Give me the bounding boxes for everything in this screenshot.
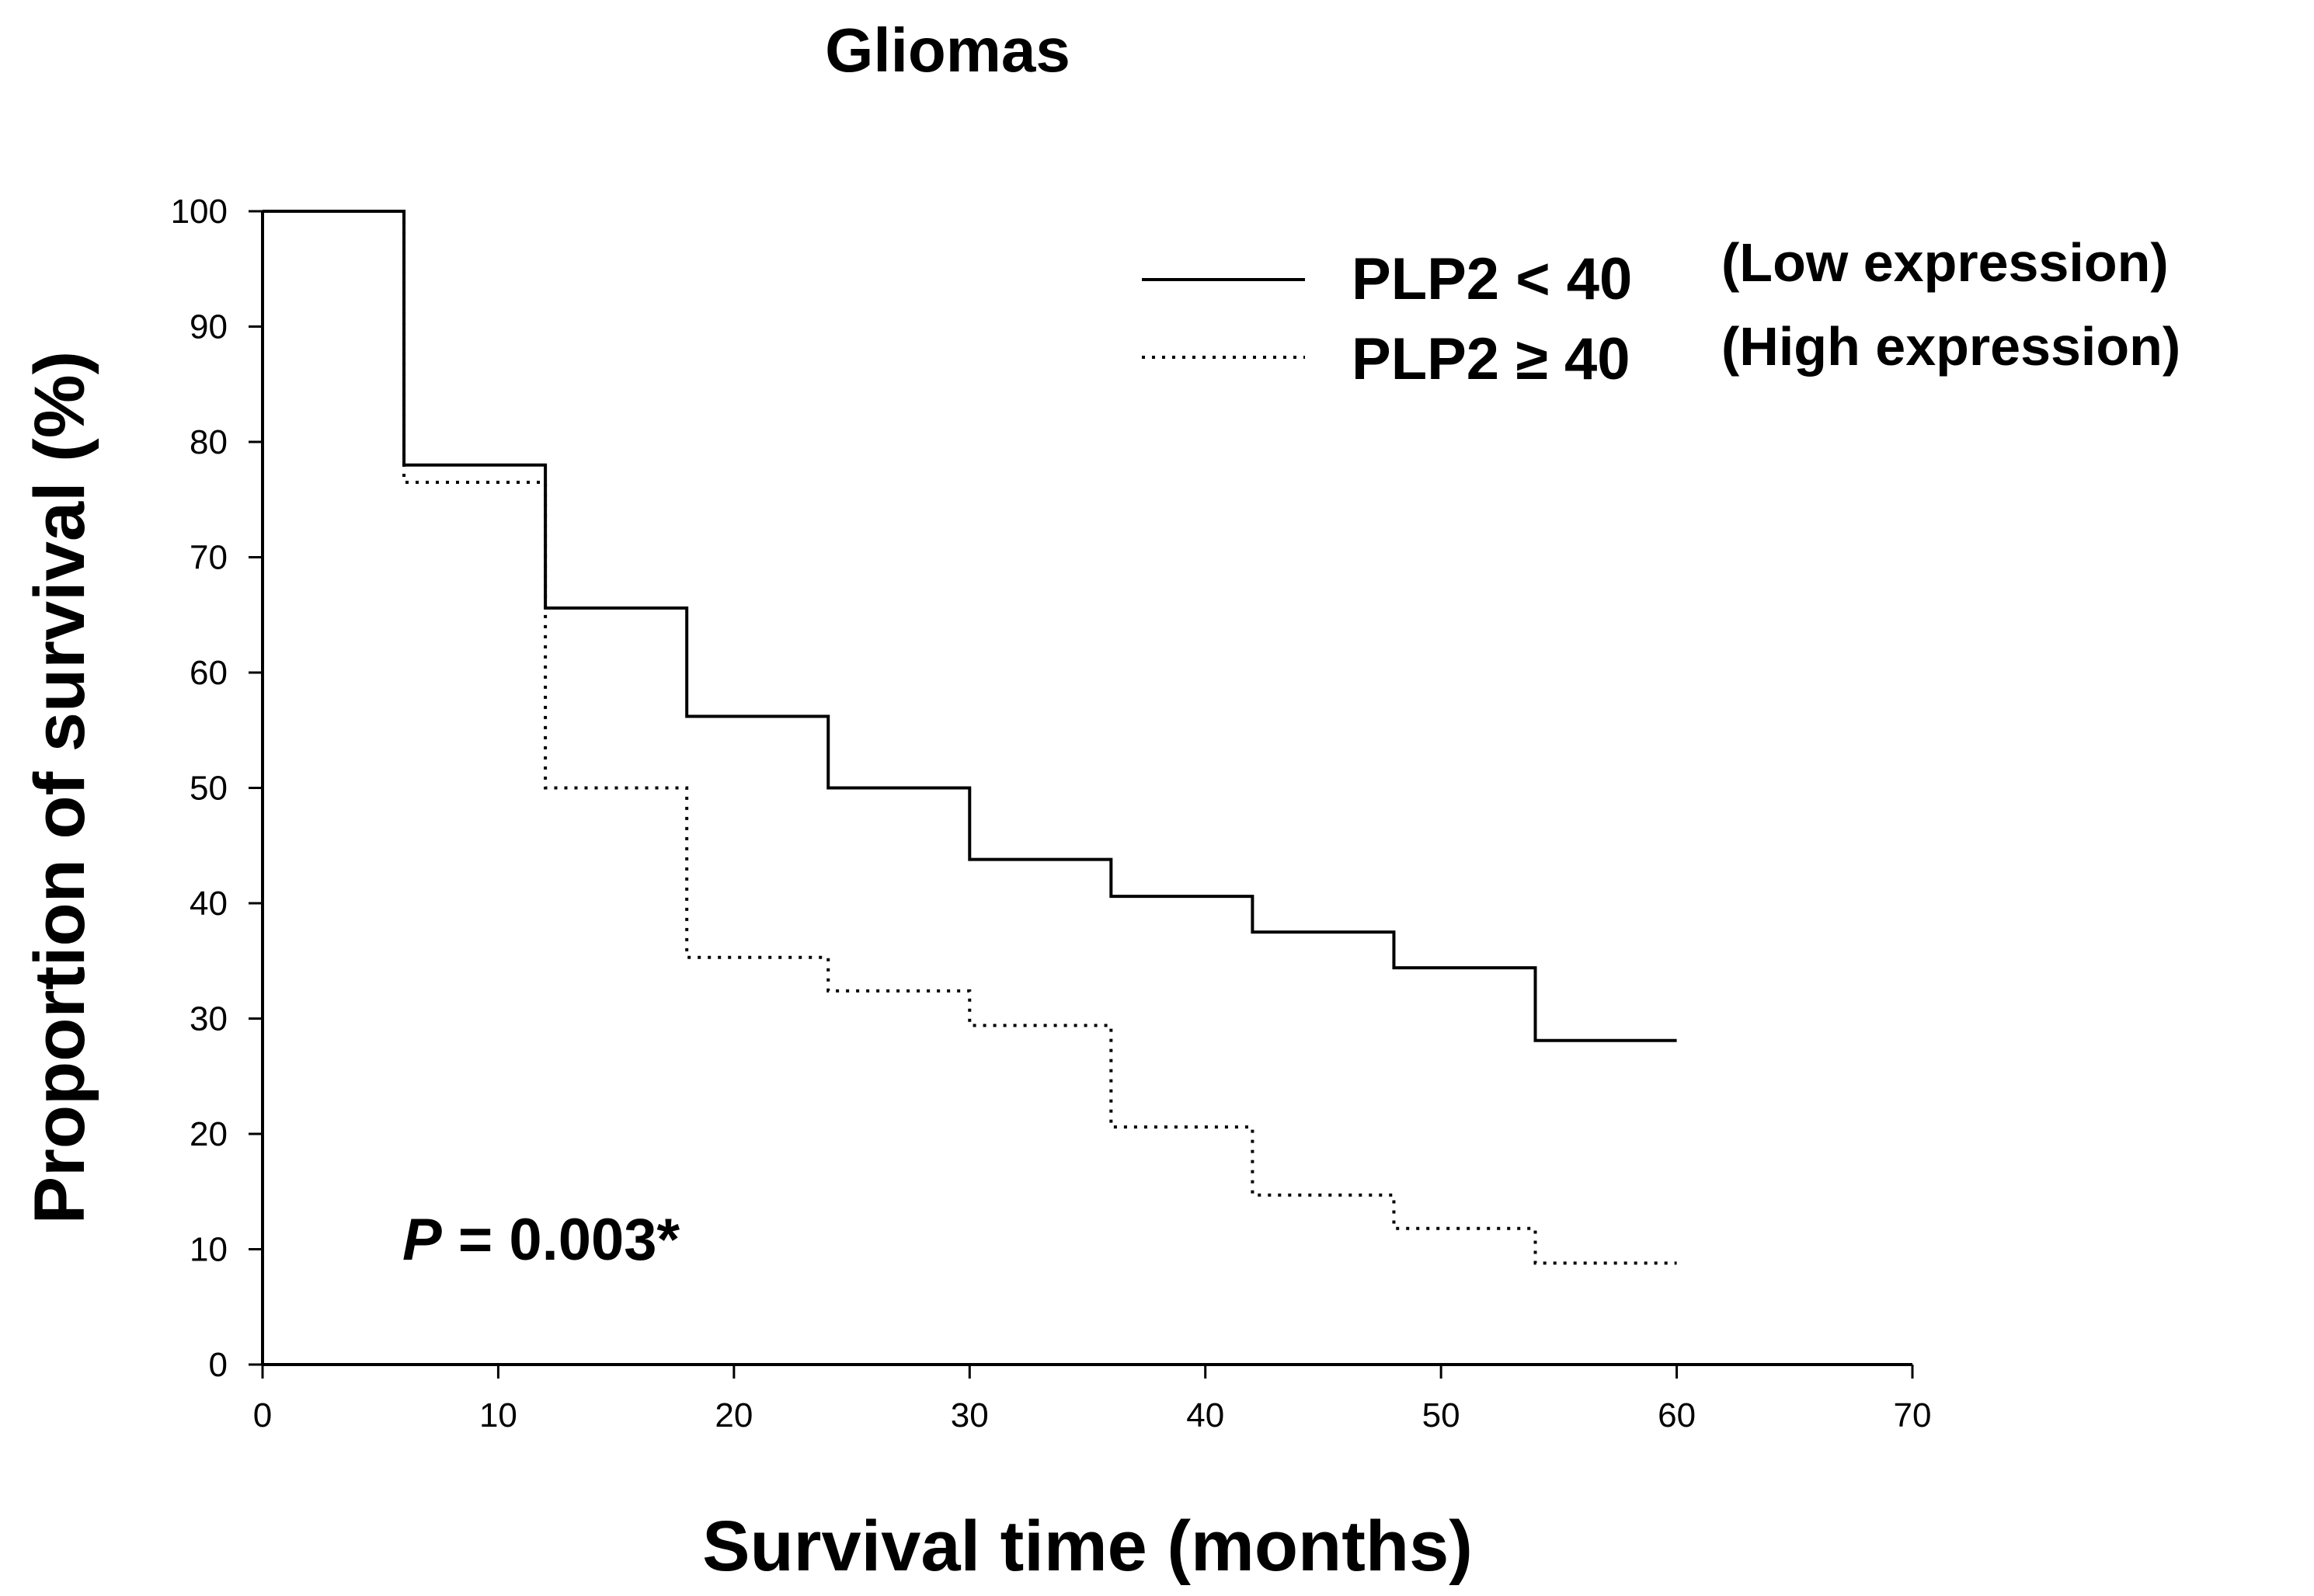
y-tick-label: 50 (190, 770, 228, 808)
x-axis-label: Survival time (months) (702, 1507, 1473, 1586)
y-tick-label: 60 (190, 654, 228, 692)
y-tick-label: 70 (190, 539, 228, 577)
legend-label-high: PLP2 ≥ 40 (1352, 326, 1630, 392)
x-tick-label: 10 (479, 1396, 517, 1434)
legend-desc-high: (High expression) (1721, 316, 2180, 377)
x-tick-label: 30 (951, 1396, 989, 1434)
y-tick-label: 10 (190, 1231, 228, 1269)
x-ticks: 0 10 20 30 40 50 60 70 (253, 1365, 1932, 1434)
p-value-annotation: P = 0.003* (402, 1207, 680, 1273)
x-tick-label: 50 (1422, 1396, 1460, 1434)
y-tick-label: 20 (190, 1115, 228, 1153)
series-line-high-expression (263, 210, 1677, 1265)
series-line-low-expression (263, 210, 1677, 1042)
legend-desc-low: (Low expression) (1721, 232, 2169, 293)
x-tick-label: 40 (1186, 1396, 1224, 1434)
legend-label-low: PLP2 < 40 (1352, 246, 1632, 312)
y-tick-label: 100 (171, 193, 228, 231)
y-tick-label: 0 (209, 1346, 228, 1384)
legend: PLP2 < 40 (Low expression) PLP2 ≥ 40 (Hi… (1142, 232, 2180, 392)
x-tick-label: 60 (1658, 1396, 1696, 1434)
y-tick-label: 40 (190, 885, 228, 923)
chart-title: Gliomas (825, 16, 1070, 85)
y-axis-label: Proportion of survival (%) (20, 351, 99, 1225)
series-layer (263, 210, 1677, 1265)
x-tick-label: 0 (253, 1396, 272, 1434)
y-tick-label: 30 (190, 1000, 228, 1038)
y-tick-label: 80 (190, 423, 228, 461)
x-tick-label: 20 (715, 1396, 753, 1434)
y-tick-label: 90 (190, 308, 228, 346)
x-tick-label: 70 (1894, 1396, 1932, 1434)
y-ticks: 0 10 20 30 40 50 60 70 80 90 100 (171, 193, 263, 1384)
axes (261, 211, 1912, 1366)
